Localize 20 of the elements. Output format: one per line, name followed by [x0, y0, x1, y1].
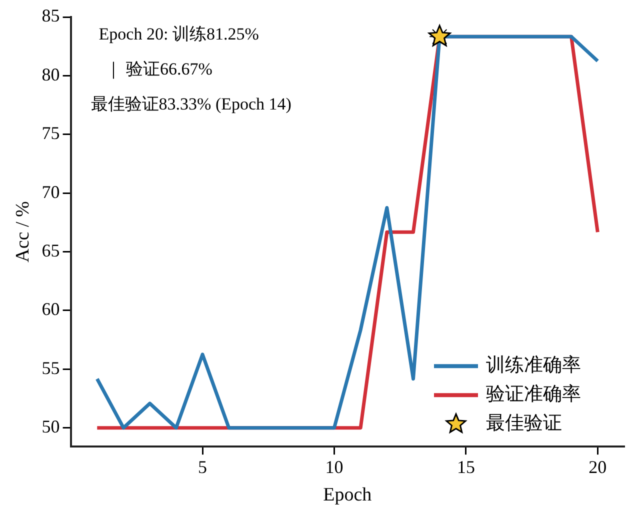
y-axis-title: Acc / %	[12, 201, 34, 262]
y-tick-label: 80	[42, 64, 60, 84]
annotation: Epoch 20: 训练81.25%	[98, 24, 259, 44]
x-tick-label: 10	[325, 457, 344, 478]
x-tick-label: 15	[456, 457, 475, 478]
y-tick-label: 75	[42, 123, 60, 144]
legend-label: 验证准确率	[486, 383, 581, 406]
x-axis-title: Epoch	[323, 484, 372, 506]
y-tick-label: 70	[42, 182, 60, 202]
x-tick-label: 5	[198, 457, 208, 478]
y-tick-label: 65	[42, 240, 60, 260]
y-tick-label: 55	[42, 358, 60, 378]
y-tick-label: 60	[42, 299, 60, 320]
legend-label: 训练准确率	[486, 354, 581, 376]
annotation: 最佳验证83.33% (Epoch 14)	[90, 94, 292, 114]
y-tick-label: 85	[42, 6, 60, 26]
legend-label: 最佳验证	[486, 413, 562, 434]
annotation: ｜ 验证66.67%	[104, 59, 212, 80]
x-tick-label: 20	[588, 457, 607, 478]
y-tick-label: 50	[42, 416, 60, 437]
